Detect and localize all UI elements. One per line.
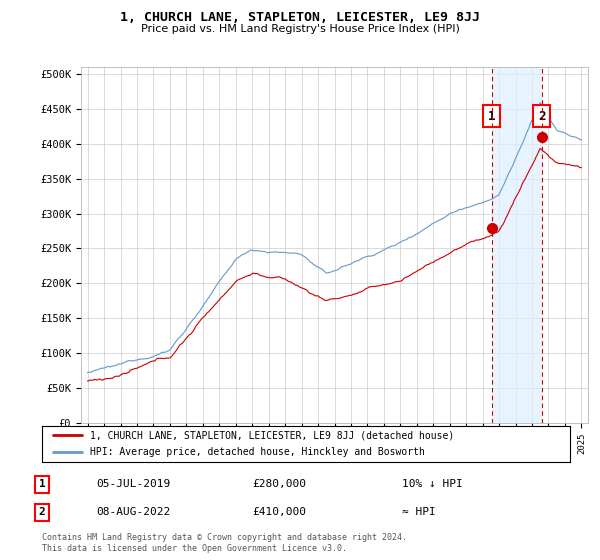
- Text: HPI: Average price, detached house, Hinckley and Bosworth: HPI: Average price, detached house, Hinc…: [89, 447, 424, 457]
- Text: 1, CHURCH LANE, STAPLETON, LEICESTER, LE9 8JJ: 1, CHURCH LANE, STAPLETON, LEICESTER, LE…: [120, 11, 480, 24]
- Text: 1: 1: [488, 110, 495, 123]
- Text: 05-JUL-2019: 05-JUL-2019: [96, 479, 170, 489]
- Bar: [491, 67, 542, 423]
- Text: £280,000: £280,000: [252, 479, 306, 489]
- Text: ≈ HPI: ≈ HPI: [402, 507, 436, 517]
- Text: Contains HM Land Registry data © Crown copyright and database right 2024.
This d: Contains HM Land Registry data © Crown c…: [42, 533, 407, 553]
- Text: 2: 2: [538, 110, 545, 123]
- Text: 08-AUG-2022: 08-AUG-2022: [96, 507, 170, 517]
- Text: 10% ↓ HPI: 10% ↓ HPI: [402, 479, 463, 489]
- Text: Price paid vs. HM Land Registry's House Price Index (HPI): Price paid vs. HM Land Registry's House …: [140, 24, 460, 34]
- Text: 1, CHURCH LANE, STAPLETON, LEICESTER, LE9 8JJ (detached house): 1, CHURCH LANE, STAPLETON, LEICESTER, LE…: [89, 431, 454, 440]
- Text: 2: 2: [38, 507, 46, 517]
- Text: 1: 1: [38, 479, 46, 489]
- Text: £410,000: £410,000: [252, 507, 306, 517]
